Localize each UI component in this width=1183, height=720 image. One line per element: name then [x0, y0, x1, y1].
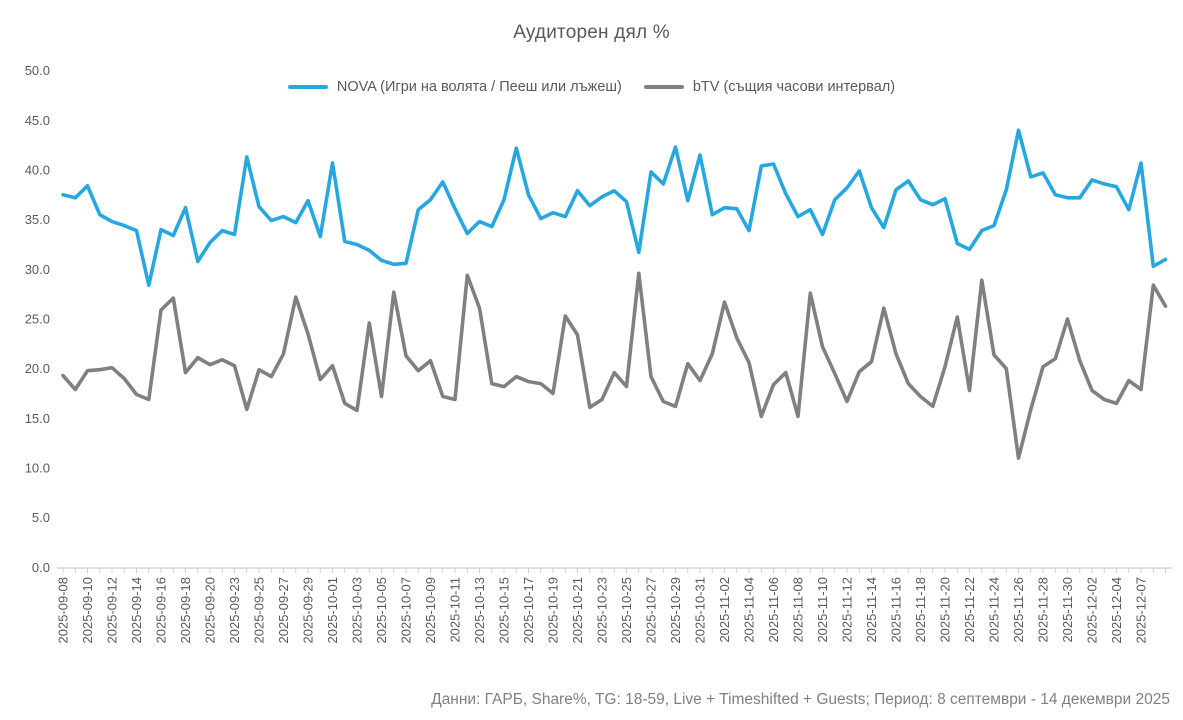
y-axis-label: 45.0 — [25, 113, 50, 128]
legend-item-btv: bTV (същия часови интервал) — [643, 79, 896, 95]
x-axis-label: 2025-09-10 — [80, 577, 95, 644]
y-axis-label: 25.0 — [25, 311, 50, 326]
x-axis-label: 2025-12-04 — [1109, 577, 1124, 644]
x-axis-label: 2025-11-04 — [742, 577, 757, 643]
y-axis-label: 10.0 — [25, 461, 50, 476]
x-axis-label: 2025-12-07 — [1134, 577, 1149, 644]
x-axis-label: 2025-09-25 — [252, 577, 267, 644]
x-axis-label: 2025-10-21 — [570, 577, 585, 644]
x-axis-label: 2025-11-16 — [889, 577, 904, 643]
x-axis-label: 2025-10-19 — [546, 577, 561, 644]
y-axis-label: 40.0 — [25, 162, 50, 177]
y-axis-label: 20.0 — [25, 361, 50, 376]
x-axis-label: 2025-11-10 — [815, 577, 830, 643]
x-axis-label: 2025-10-17 — [521, 577, 536, 644]
x-axis-label: 2025-11-28 — [1036, 577, 1051, 643]
x-axis-label: 2025-10-09 — [423, 577, 438, 644]
x-axis-label: 2025-11-08 — [791, 577, 806, 643]
x-axis-label: 2025-09-23 — [227, 577, 242, 644]
btv-line — [61, 271, 1168, 460]
y-axis-label: 35.0 — [25, 212, 50, 227]
x-axis-label: 2025-09-18 — [178, 577, 193, 644]
legend-item-nova: NOVA (Игри на волята / Пееш или лъжеш) — [287, 79, 622, 95]
x-axis-label: 2025-09-14 — [129, 577, 144, 644]
y-axis-label: 30.0 — [25, 262, 50, 277]
x-axis-label: 2025-11-12 — [840, 577, 855, 643]
x-axis-label: 2025-11-24 — [987, 577, 1002, 643]
x-axis-label: 2025-10-13 — [472, 577, 487, 644]
x-axis-label: 2025-09-29 — [301, 577, 316, 644]
x-axis-label: 2025-10-27 — [644, 577, 659, 644]
x-axis-label: 2025-11-22 — [962, 577, 977, 643]
x-axis-label: 2025-10-15 — [497, 577, 512, 644]
y-axis-label: 50.0 — [25, 63, 50, 78]
x-axis-label: 2025-10-05 — [374, 577, 389, 644]
legend-label-nova: NOVA (Игри на волята / Пееш или лъжеш) — [336, 79, 622, 95]
x-axis-label: 2025-10-07 — [399, 577, 414, 644]
x-axis-label: 2025-10-29 — [668, 577, 683, 644]
x-axis-label: 2025-10-25 — [619, 577, 634, 644]
x-axis-label: 2025-11-02 — [717, 577, 732, 643]
legend: NOVA (Игри на волята / Пееш или лъжеш) b… — [0, 79, 1183, 95]
x-axis-label: 2025-09-27 — [276, 577, 291, 644]
x-axis-label: 2025-11-20 — [938, 577, 953, 643]
x-axis-label: 2025-10-11 — [448, 577, 463, 643]
x-axis-label: 2025-10-01 — [325, 577, 340, 644]
x-axis-label: 2025-09-16 — [154, 577, 169, 644]
x-axis-label: 2025-10-03 — [350, 577, 365, 644]
y-axis-label: 0.0 — [32, 560, 50, 575]
x-axis-label: 2025-12-02 — [1085, 577, 1100, 644]
x-axis-label: 2025-11-14 — [864, 577, 879, 643]
y-axis-label: 5.0 — [32, 510, 50, 525]
legend-label-btv: bTV (същия часови интервал) — [692, 79, 896, 95]
source-note: Данни: ГАРБ, Share%, TG: 18-59, Live + T… — [431, 691, 1170, 708]
x-axis-label: 2025-10-31 — [693, 577, 708, 644]
y-axis-label: 15.0 — [25, 411, 50, 426]
nova-line-swatch — [287, 85, 328, 89]
chart-title: Аудиторен дял % — [513, 22, 670, 43]
x-axis-label: 2025-11-06 — [766, 577, 781, 643]
x-axis-label: 2025-10-23 — [595, 577, 610, 644]
nova-line — [61, 128, 1168, 288]
x-axis-label: 2025-09-12 — [105, 577, 120, 644]
x-axis-label: 2025-11-26 — [1011, 577, 1026, 643]
x-axis-label: 2025-11-30 — [1060, 577, 1075, 643]
x-axis-label: 2025-09-08 — [56, 577, 71, 644]
btv-line-swatch — [643, 85, 684, 89]
x-axis-label: 2025-11-18 — [913, 577, 928, 643]
x-axis-label: 2025-09-20 — [203, 577, 218, 644]
